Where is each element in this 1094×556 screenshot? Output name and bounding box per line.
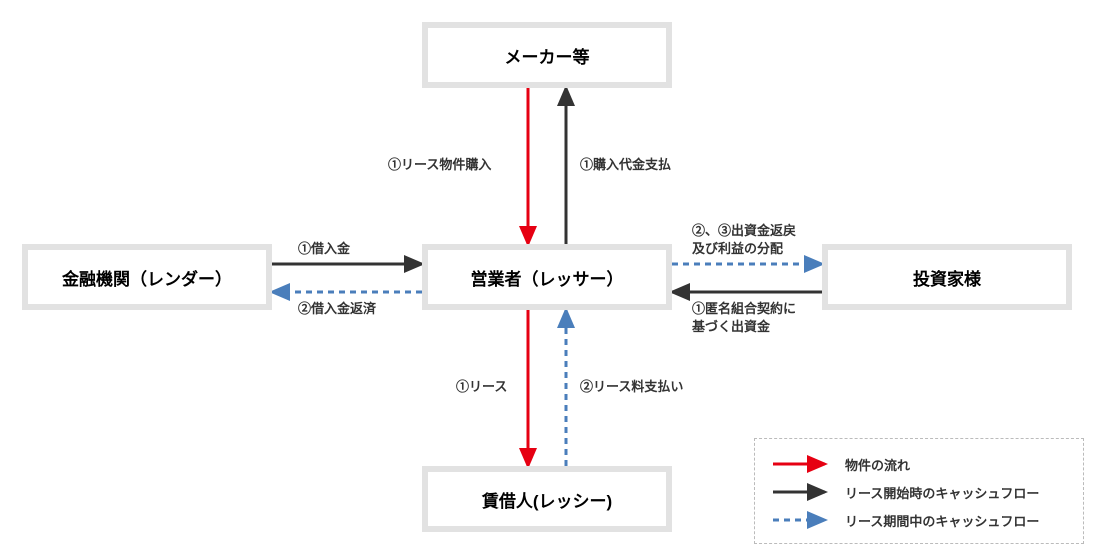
- diagram-canvas: メーカー等 金融機関（レンダー） 営業者（レッサー） 投資家様 賃借人(レッシー…: [0, 0, 1094, 556]
- node-maker-label: メーカー等: [505, 43, 590, 68]
- node-lessee-label: 賃借人(レッシー): [482, 487, 612, 512]
- node-maker: メーカー等: [422, 22, 672, 88]
- legend-row-0: 物件の流れ: [771, 453, 1067, 475]
- edge-label-lessor-to-maker: ①購入代金支払: [580, 156, 671, 174]
- node-lender-label: 金融機関（レンダー）: [62, 265, 232, 290]
- legend-arrow-icon: [771, 510, 835, 530]
- node-lender: 金融機関（レンダー）: [22, 244, 272, 310]
- edge-label-maker-to-lessor: ①リース物件購入: [388, 156, 491, 174]
- legend-row-1: リース開始時のキャッシュフロー: [771, 481, 1067, 503]
- node-investor: 投資家様: [822, 244, 1072, 310]
- edge-label-lessee-to-lessor: ②リース料支払い: [580, 378, 683, 396]
- edge-label-lessor-to-lessee: ①リース: [456, 378, 507, 396]
- legend-text-0: 物件の流れ: [845, 455, 910, 474]
- node-investor-label: 投資家様: [913, 265, 981, 290]
- node-lessee: 賃借人(レッシー): [422, 466, 672, 532]
- legend-text-2: リース期間中のキャッシュフロー: [845, 511, 1039, 530]
- legend-text-1: リース開始時のキャッシュフロー: [845, 483, 1039, 502]
- edge-label-investor-to-lessor: ①匿名組合契約に基づく出資金: [692, 300, 796, 336]
- legend-arrow-icon: [771, 454, 835, 474]
- legend-arrow-icon: [771, 482, 835, 502]
- edge-label-lessor-to-lender: ②借入金返済: [298, 300, 376, 318]
- legend-row-2: リース期間中のキャッシュフロー: [771, 509, 1067, 531]
- legend: 物件の流れリース開始時のキャッシュフローリース期間中のキャッシュフロー: [754, 438, 1084, 544]
- edge-label-lessor-to-investor: ②、③出資金返戻及び利益の分配: [692, 222, 796, 258]
- edge-label-lender-to-lessor: ①借入金: [298, 240, 350, 258]
- node-lessor-label: 営業者（レッサー）: [471, 265, 624, 290]
- node-lessor: 営業者（レッサー）: [422, 244, 672, 310]
